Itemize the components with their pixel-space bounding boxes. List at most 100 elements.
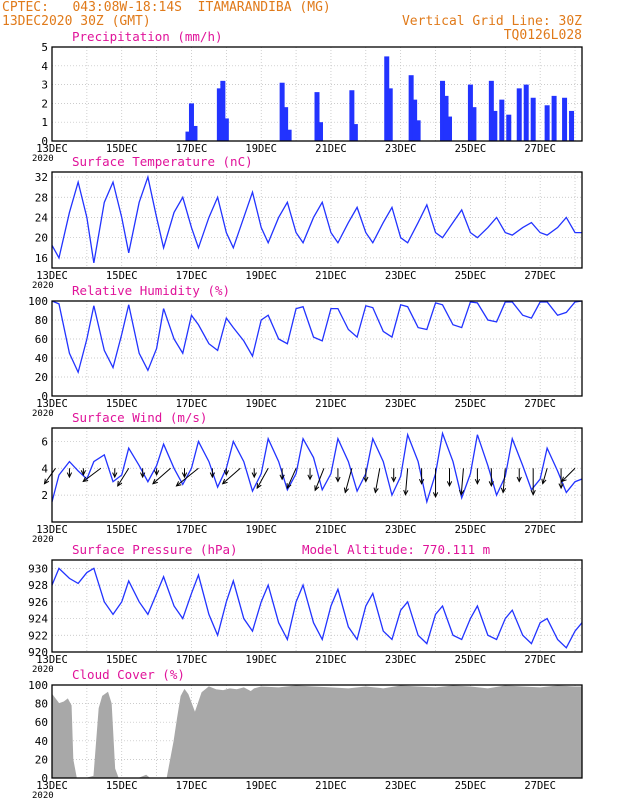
temp-ytick-label: 32 [35, 171, 48, 184]
precip-bar [349, 90, 355, 141]
wind-xtick-label: 13DEC [36, 524, 68, 536]
temp-year-label: 2020 [32, 281, 54, 291]
pres-ytick-label: 928 [28, 579, 48, 592]
wind-vector-head [314, 485, 320, 492]
rh-ytick-label: 100 [28, 295, 48, 308]
precip-bar [530, 97, 536, 141]
rh-ytick-label: 60 [35, 333, 48, 346]
temp-xtick-label: 17DEC [176, 270, 208, 282]
cloud-ytick-label: 60 [35, 716, 48, 729]
precip-bar [317, 122, 323, 141]
pres-panel-frame [51, 559, 583, 653]
cloud-ytick-label: 0 [41, 772, 48, 785]
precip-bar [506, 114, 512, 141]
wind-vector [460, 468, 464, 495]
precip-bar [447, 116, 452, 141]
temp-xtick-label: 13DEC [36, 270, 68, 282]
temp-ytick-label: 24 [35, 211, 49, 224]
temp-xtick-label: 23DEC [385, 270, 417, 282]
wind-vector [256, 468, 269, 489]
cloud-xtick-label: 25DEC [455, 780, 487, 792]
precip-bar [471, 107, 477, 141]
wind-vector-head [307, 474, 313, 481]
pres-line-series [51, 567, 583, 649]
temp-xtick-label: 21DEC [315, 270, 347, 282]
precip-ytick-label: 4 [41, 60, 48, 73]
wind-vector-head [286, 483, 292, 490]
precip-ytick-label: 3 [41, 79, 48, 92]
rh-xtick-label: 23DEC [385, 398, 417, 410]
wind-vector-head [530, 489, 536, 496]
wind-vector-head [474, 478, 481, 485]
pres-ytick-label: 924 [28, 613, 48, 626]
pres-xtick-label: 17DEC [176, 654, 208, 666]
wind-vector [152, 467, 171, 485]
cloud-xtick-label: 15DEC [106, 780, 138, 792]
wind-xtick-label: 23DEC [385, 524, 417, 536]
wind-vector [374, 468, 381, 493]
precip-xtick-label: 19DEC [245, 143, 277, 155]
precip-xtick-label: 27DEC [524, 143, 556, 155]
precip-bar [488, 80, 494, 141]
precip-panel-title: Precipitation (mm/h) [72, 29, 223, 44]
wind-vector-head [256, 483, 262, 490]
cloud-xtick-label: 27DEC [524, 780, 556, 792]
rh-xtick-label: 27DEC [524, 398, 556, 410]
wind-vector-head [221, 478, 228, 485]
precip-bar [544, 105, 550, 141]
pres-xtick-label: 13DEC [36, 654, 68, 666]
precip-bar [352, 124, 358, 141]
precip-bar [492, 110, 498, 141]
precip-bar [569, 110, 575, 141]
wind-vector [117, 468, 130, 487]
wind-vector-head [558, 483, 564, 490]
precip-bar [440, 80, 446, 141]
wind-vector-head [153, 470, 160, 477]
precip-bar [412, 99, 418, 141]
temp-ytick-label: 28 [35, 191, 48, 204]
wind-xtick-label: 17DEC [176, 524, 208, 536]
rh-xtick-label: 19DEC [245, 398, 277, 410]
pres-xtick-label: 23DEC [385, 654, 417, 666]
pres-ytick-label: 926 [28, 596, 48, 609]
temp-ytick-label: 20 [35, 232, 48, 245]
pres-ytick-label: 930 [28, 562, 48, 575]
wind-vector-head [175, 481, 182, 487]
wind-ytick-label: 2 [41, 489, 48, 502]
pres-ytick-label: 922 [28, 629, 48, 642]
rh-line-series [51, 300, 583, 375]
precip-panel-frame [51, 46, 583, 142]
temp-line-series [51, 174, 582, 264]
precip-bar [314, 92, 320, 141]
wind-vector-head [458, 489, 465, 496]
wind-vector-head [181, 472, 188, 479]
precip-bar [443, 95, 449, 141]
precip-bar [387, 88, 393, 141]
precip-bar [279, 82, 285, 141]
wind-vector-head [251, 472, 257, 479]
wind-vector-head [516, 476, 522, 483]
wind-panel-title: Surface Wind (m/s) [72, 410, 207, 425]
wind-vector-head [66, 472, 73, 479]
wind-vector [561, 467, 576, 482]
wind-vector-head [112, 472, 118, 479]
precip-bar [523, 84, 529, 141]
wind-vector-head [500, 487, 507, 494]
wind-vector-head [391, 476, 397, 483]
cloud-xtick-label: 19DEC [245, 780, 277, 792]
rh-xtick-label: 17DEC [176, 398, 208, 410]
wind-vector-head [279, 474, 285, 481]
cloud-area-series [51, 685, 583, 779]
precip-bar [384, 56, 390, 141]
precip-bar [516, 88, 522, 141]
header-date-line: 13DEC2020 30Z (GMT) [2, 14, 151, 29]
wind-vector-head [223, 470, 229, 477]
wind-vector [82, 467, 102, 482]
pres-panel-title: Surface Pressure (hPa) [72, 542, 238, 557]
precip-xtick-label: 23DEC [385, 143, 417, 155]
temp-xtick-label: 15DEC [106, 270, 138, 282]
cloud-xtick-label: 13DEC [36, 780, 68, 792]
rh-ytick-label: 80 [35, 314, 48, 327]
cloud-xtick-label: 17DEC [176, 780, 208, 792]
precip-bar [499, 99, 505, 141]
